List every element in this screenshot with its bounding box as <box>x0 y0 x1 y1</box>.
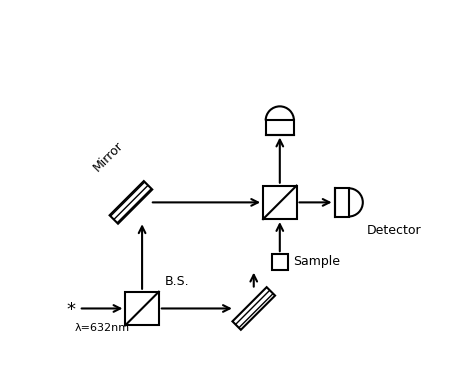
Bar <box>272 254 288 270</box>
Bar <box>125 292 159 325</box>
Bar <box>263 186 297 219</box>
Text: λ=632nm: λ=632nm <box>75 323 130 333</box>
Text: Mirror: Mirror <box>91 139 126 174</box>
Text: $*$: $*$ <box>66 300 77 318</box>
Text: Detector: Detector <box>366 224 421 237</box>
Text: Sample: Sample <box>293 255 340 268</box>
Bar <box>265 120 294 135</box>
Text: B.S.: B.S. <box>164 275 189 288</box>
Polygon shape <box>109 181 152 224</box>
Bar <box>335 188 349 216</box>
Polygon shape <box>232 287 275 330</box>
